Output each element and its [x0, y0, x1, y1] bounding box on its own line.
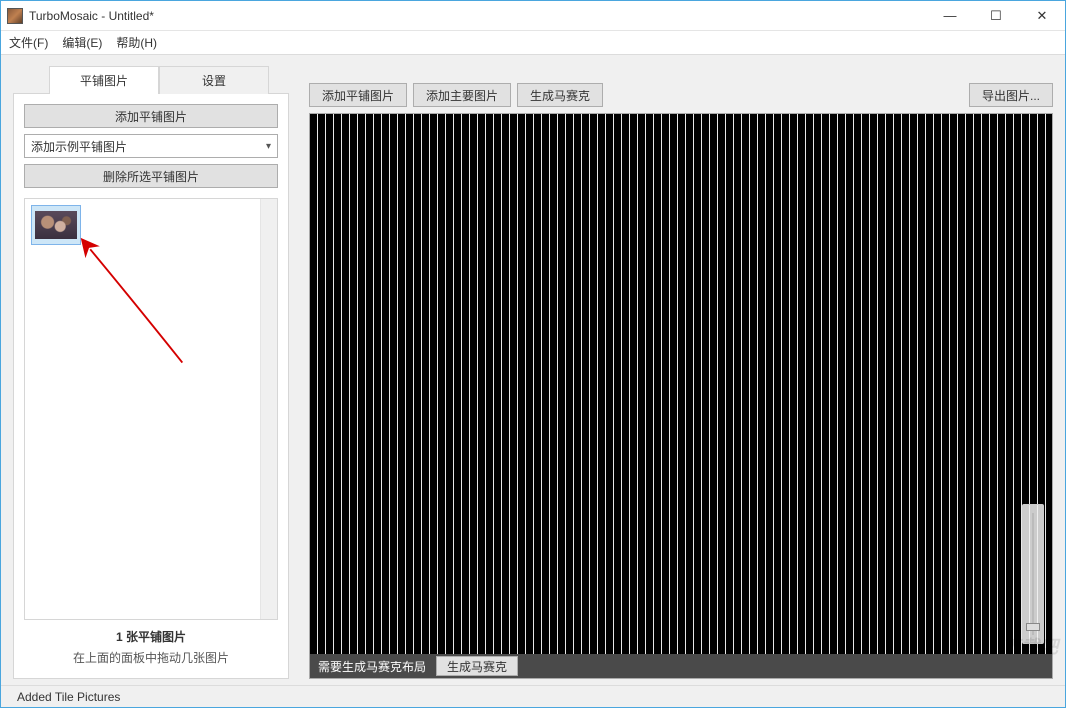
menu-edit[interactable]: 编辑(E)	[62, 34, 102, 51]
app-icon	[7, 8, 23, 24]
main-area: 添加平铺图片 添加主要图片 生成马赛克 导出图片... 需要生成马赛克布局 生成…	[301, 55, 1065, 685]
sidebar-tabs: 平铺图片 设置	[49, 65, 289, 93]
add-tile-button[interactable]: 添加平铺图片	[24, 104, 278, 128]
generate-bar-button[interactable]: 生成马赛克	[436, 656, 518, 676]
content-area: 平铺图片 设置 添加平铺图片 添加示例平铺图片 ▾ 删除所选平铺图片 1 张平	[1, 55, 1065, 685]
toolbar-add-tile-button[interactable]: 添加平铺图片	[309, 83, 407, 107]
toolbar-export-button[interactable]: 导出图片...	[969, 83, 1053, 107]
app-window: TurboMosaic - Untitled* — ☐ ✕ 文件(F) 编辑(E…	[0, 0, 1066, 708]
chevron-down-icon: ▾	[266, 141, 271, 152]
dropdown-selected-label: 添加示例平铺图片	[31, 138, 127, 155]
menubar: 文件(F) 编辑(E) 帮助(H)	[1, 31, 1065, 55]
sidebar: 平铺图片 设置 添加平铺图片 添加示例平铺图片 ▾ 删除所选平铺图片 1 张平	[1, 55, 301, 685]
tile-thumbnail-image	[35, 211, 77, 239]
statusbar: Added Tile Pictures	[1, 685, 1065, 707]
remove-selected-tiles-button[interactable]: 删除所选平铺图片	[24, 164, 278, 188]
tile-list[interactable]	[24, 198, 278, 620]
status-text: Added Tile Pictures	[17, 690, 120, 704]
tile-thumbnail[interactable]	[31, 205, 81, 245]
menu-file[interactable]: 文件(F)	[9, 34, 48, 51]
mosaic-canvas-container: 需要生成马赛克布局 生成马赛克	[309, 113, 1053, 679]
window-controls: — ☐ ✕	[927, 1, 1065, 30]
main-toolbar: 添加平铺图片 添加主要图片 生成马赛克 导出图片...	[309, 83, 1053, 107]
tile-count-label: 1 张平铺图片	[28, 628, 274, 645]
close-button[interactable]: ✕	[1019, 1, 1065, 30]
toolbar-spacer	[609, 83, 963, 107]
toolbar-add-main-button[interactable]: 添加主要图片	[413, 83, 511, 107]
generate-bar: 需要生成马赛克布局 生成马赛克	[310, 654, 1052, 678]
window-title: TurboMosaic - Untitled*	[29, 9, 927, 23]
generate-bar-message: 需要生成马赛克布局	[318, 658, 426, 675]
toolbar-generate-button[interactable]: 生成马赛克	[517, 83, 603, 107]
tile-hint-label: 在上面的面板中拖动几张图片	[28, 649, 274, 666]
tiles-panel: 添加平铺图片 添加示例平铺图片 ▾ 删除所选平铺图片 1 张平铺图片 在上面的面…	[13, 93, 289, 679]
minimize-button[interactable]: —	[927, 1, 973, 30]
zoom-slider[interactable]	[1022, 504, 1044, 644]
menu-help[interactable]: 帮助(H)	[116, 34, 157, 51]
tab-settings[interactable]: 设置	[159, 66, 269, 94]
maximize-button[interactable]: ☐	[973, 1, 1019, 30]
tab-tiles[interactable]: 平铺图片	[49, 66, 159, 94]
mosaic-canvas[interactable]	[310, 114, 1052, 678]
titlebar[interactable]: TurboMosaic - Untitled* — ☐ ✕	[1, 1, 1065, 31]
zoom-slider-knob[interactable]	[1026, 623, 1040, 631]
tile-list-scrollbar[interactable]	[260, 199, 277, 619]
sample-tiles-dropdown[interactable]: 添加示例平铺图片 ▾	[24, 134, 278, 158]
tile-footer: 1 张平铺图片 在上面的面板中拖动几张图片	[24, 620, 278, 668]
